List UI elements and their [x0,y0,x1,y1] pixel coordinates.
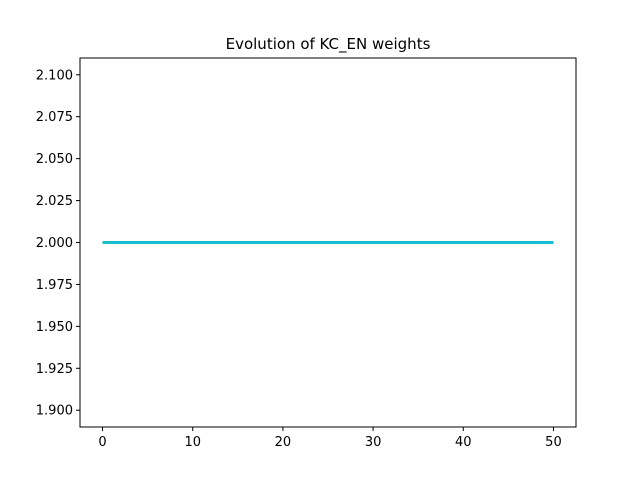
chart-title: Evolution of KC_EN weights [226,35,431,54]
y-tick-label: 1.975 [36,278,73,293]
x-tick-label: 20 [275,435,292,450]
y-tick-label: 1.900 [36,404,73,419]
y-tick-label: 2.075 [36,110,73,125]
y-tick-label: 1.950 [36,320,73,335]
y-tick-label: 2.100 [36,68,73,83]
y-tick-label: 2.050 [36,152,73,167]
x-axis: 0 10 20 30 40 50 [98,427,562,450]
x-tick-label: 10 [184,435,201,450]
y-axis: 1.900 1.925 1.950 1.975 2.000 2.025 2.050 2.075… [36,68,80,419]
x-tick-label: 50 [545,435,562,450]
x-tick-label: 30 [365,435,382,450]
y-tick-label: 2.000 [36,236,73,251]
y-tick-label: 2.025 [36,194,73,209]
y-tick-label: 1.925 [36,362,73,377]
plot-frame [79,57,577,428]
x-tick-label: 0 [98,435,106,450]
x-tick-label: 40 [455,435,472,450]
